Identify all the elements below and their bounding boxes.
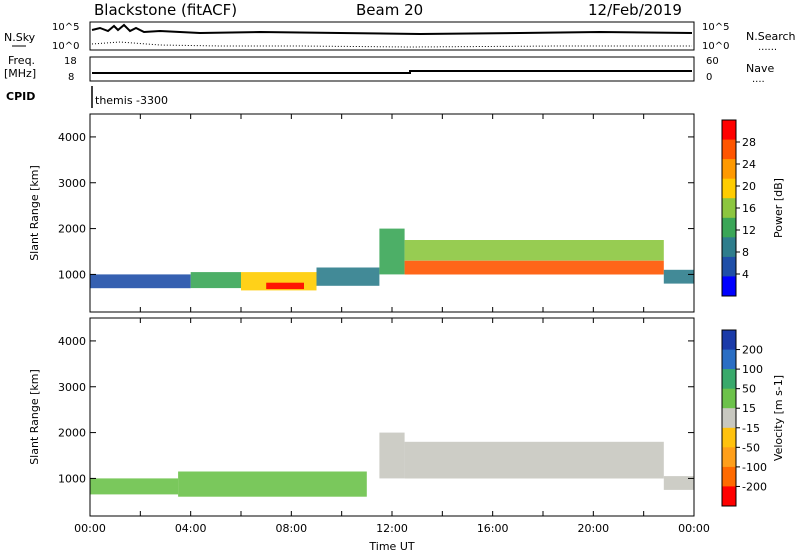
beam-title: Beam 20 bbox=[356, 1, 423, 19]
freq-unit: [MHz] bbox=[4, 67, 36, 80]
velocity-colorbar-swatch bbox=[722, 427, 736, 448]
power-colorbar-swatch bbox=[722, 139, 736, 160]
nsky-trace bbox=[91, 23, 693, 36]
power-band bbox=[663, 269, 694, 284]
nave-tick-top: 60 bbox=[706, 56, 719, 67]
power-band bbox=[404, 240, 664, 261]
power-colorbar-label: 16 bbox=[742, 202, 756, 215]
power-colorbar-label: 20 bbox=[742, 180, 756, 193]
velocity-colorbar-swatch bbox=[722, 466, 736, 487]
nsky-tick-bottom: 10^0 bbox=[52, 41, 79, 52]
power-band bbox=[266, 282, 304, 290]
power-ylabel: Slant Range [km] bbox=[28, 165, 41, 261]
velocity-colorbar-label: -50 bbox=[742, 441, 760, 454]
power-colorbar-label: 24 bbox=[742, 158, 756, 171]
power-ytick-label: 3000 bbox=[58, 177, 86, 190]
power-colorbar-swatch bbox=[722, 178, 736, 199]
nsky-tick-top: 10^5 bbox=[52, 22, 79, 33]
velocity-band bbox=[663, 476, 694, 490]
velocity-heatmap: 1000 2000 3000 4000 Slant Range [km] 200 100 50… bbox=[28, 317, 785, 553]
velocity-colorbar-frame bbox=[721, 329, 737, 507]
power-colorbar-label: 4 bbox=[742, 268, 749, 281]
velocity-colorbar-label: 50 bbox=[742, 383, 756, 396]
power-colorbar-title: Power [dB] bbox=[772, 178, 785, 238]
cpid-value: themis -3300 bbox=[95, 94, 168, 107]
freq-trace bbox=[92, 70, 692, 74]
velocity-ytick-label: 2000 bbox=[58, 427, 86, 440]
nsky-label: N.Sky bbox=[4, 31, 36, 44]
velocity-ylabel: Slant Range [km] bbox=[28, 369, 41, 465]
xtick-label: 12:00 bbox=[376, 522, 408, 535]
freq-tick-top: 18 bbox=[64, 56, 77, 67]
freq-label: Freq. bbox=[8, 54, 35, 67]
power-colorbar-swatch bbox=[722, 159, 736, 180]
velocity-ytick-label: 3000 bbox=[58, 381, 86, 394]
velocity-colorbar-swatch bbox=[722, 388, 736, 409]
nave-dots: .... bbox=[752, 74, 765, 85]
xtick-label: 20:00 bbox=[577, 522, 609, 535]
velocity-ytick-label: 4000 bbox=[58, 335, 86, 348]
cpid-label: CPID bbox=[6, 90, 35, 103]
velocity-band bbox=[379, 432, 405, 479]
velocity-colorbar-swatch bbox=[722, 447, 736, 468]
velocity-colorbar-swatch bbox=[722, 349, 736, 370]
velocity-colorbar-swatch bbox=[722, 486, 736, 507]
velocity-band bbox=[90, 478, 179, 495]
velocity-colorbar-swatch bbox=[722, 330, 736, 351]
power-colorbar-swatch bbox=[722, 198, 736, 219]
power-colorbar-swatch bbox=[722, 120, 736, 141]
velocity-colorbar-label: 15 bbox=[742, 402, 756, 415]
velocity-colorbar-label: 200 bbox=[742, 344, 763, 357]
power-heatmap: 1000 2000 3000 4000 Slant Range [km] 28 24 20 16… bbox=[28, 113, 785, 313]
xlabel: Time UT bbox=[368, 540, 414, 553]
velocity-colorbar-label: -15 bbox=[742, 422, 760, 435]
power-colorbar-label: 8 bbox=[742, 246, 749, 259]
xtick-label: 08:00 bbox=[275, 522, 307, 535]
nsearch-dots: ...... bbox=[758, 42, 777, 53]
velocity-colorbar-swatch bbox=[722, 369, 736, 390]
nave-tick-bottom: 0 bbox=[706, 72, 712, 83]
velocity-colorbar-swatch bbox=[722, 408, 736, 429]
xtick-label: 04:00 bbox=[175, 522, 207, 535]
nsearch-tick-top: 10^5 bbox=[702, 22, 729, 33]
nsky-panel: N.Sky 10^5 10^0 10^5 10^0 N.Search .....… bbox=[4, 21, 796, 53]
power-band bbox=[379, 228, 405, 275]
cpid-panel: CPID themis -3300 bbox=[6, 86, 168, 108]
power-colorbar-swatch bbox=[722, 256, 736, 277]
date-title: 12/Feb/2019 bbox=[588, 1, 682, 19]
velocity-ytick-label: 1000 bbox=[58, 472, 86, 485]
freq-panel: Freq. [MHz] 18 8 60 0 Nave .... bbox=[4, 54, 774, 85]
power-ytick-label: 4000 bbox=[58, 131, 86, 144]
velocity-colorbar-label: 100 bbox=[742, 363, 763, 376]
xtick-label: 00:00 bbox=[74, 522, 106, 535]
power-ytick-label: 2000 bbox=[58, 223, 86, 236]
velocity-colorbar-title: Velocity [m s-1] bbox=[772, 375, 785, 461]
xtick-label: 00:00 bbox=[678, 522, 710, 535]
nsearch-label: N.Search bbox=[746, 30, 796, 43]
power-band bbox=[190, 272, 241, 289]
velocity-band bbox=[178, 471, 367, 497]
velocity-colorbar-label: -100 bbox=[742, 461, 767, 474]
power-ytick-label: 1000 bbox=[58, 268, 86, 281]
nsearch-tick-bottom: 10^0 bbox=[702, 41, 729, 52]
xtick-label: 16:00 bbox=[477, 522, 509, 535]
power-colorbar-label: 28 bbox=[742, 136, 756, 149]
power-colorbar-label: 12 bbox=[742, 224, 756, 237]
power-colorbar-swatch bbox=[722, 217, 736, 238]
velocity-band bbox=[404, 441, 664, 479]
power-colorbar-swatch bbox=[722, 237, 736, 258]
velocity-colorbar-label: -200 bbox=[742, 480, 767, 493]
nsearch-trace bbox=[91, 41, 692, 48]
freq-tick-bottom: 8 bbox=[68, 72, 74, 83]
power-band bbox=[90, 274, 191, 289]
nave-label: Nave bbox=[746, 62, 774, 75]
station-title: Blackstone (fitACF) bbox=[94, 1, 237, 19]
power-band bbox=[316, 267, 380, 286]
power-colorbar-swatch bbox=[722, 276, 736, 297]
power-band bbox=[404, 260, 664, 275]
